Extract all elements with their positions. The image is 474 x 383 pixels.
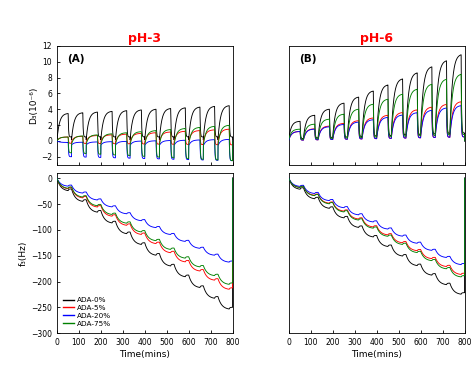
Y-axis label: f₃(Hz): f₃(Hz): [19, 241, 28, 266]
Text: (B): (B): [300, 54, 317, 64]
Legend: ADA-0%, ADA-5%, ADA-20%, ADA-75%: ADA-0%, ADA-5%, ADA-20%, ADA-75%: [61, 294, 114, 330]
X-axis label: Time(mins): Time(mins): [119, 350, 170, 359]
X-axis label: Time(mins): Time(mins): [351, 350, 402, 359]
Title: pH-6: pH-6: [360, 32, 393, 45]
Text: (A): (A): [67, 54, 85, 64]
Title: pH-3: pH-3: [128, 32, 161, 45]
Y-axis label: D₃(10⁻⁶): D₃(10⁻⁶): [29, 87, 38, 124]
